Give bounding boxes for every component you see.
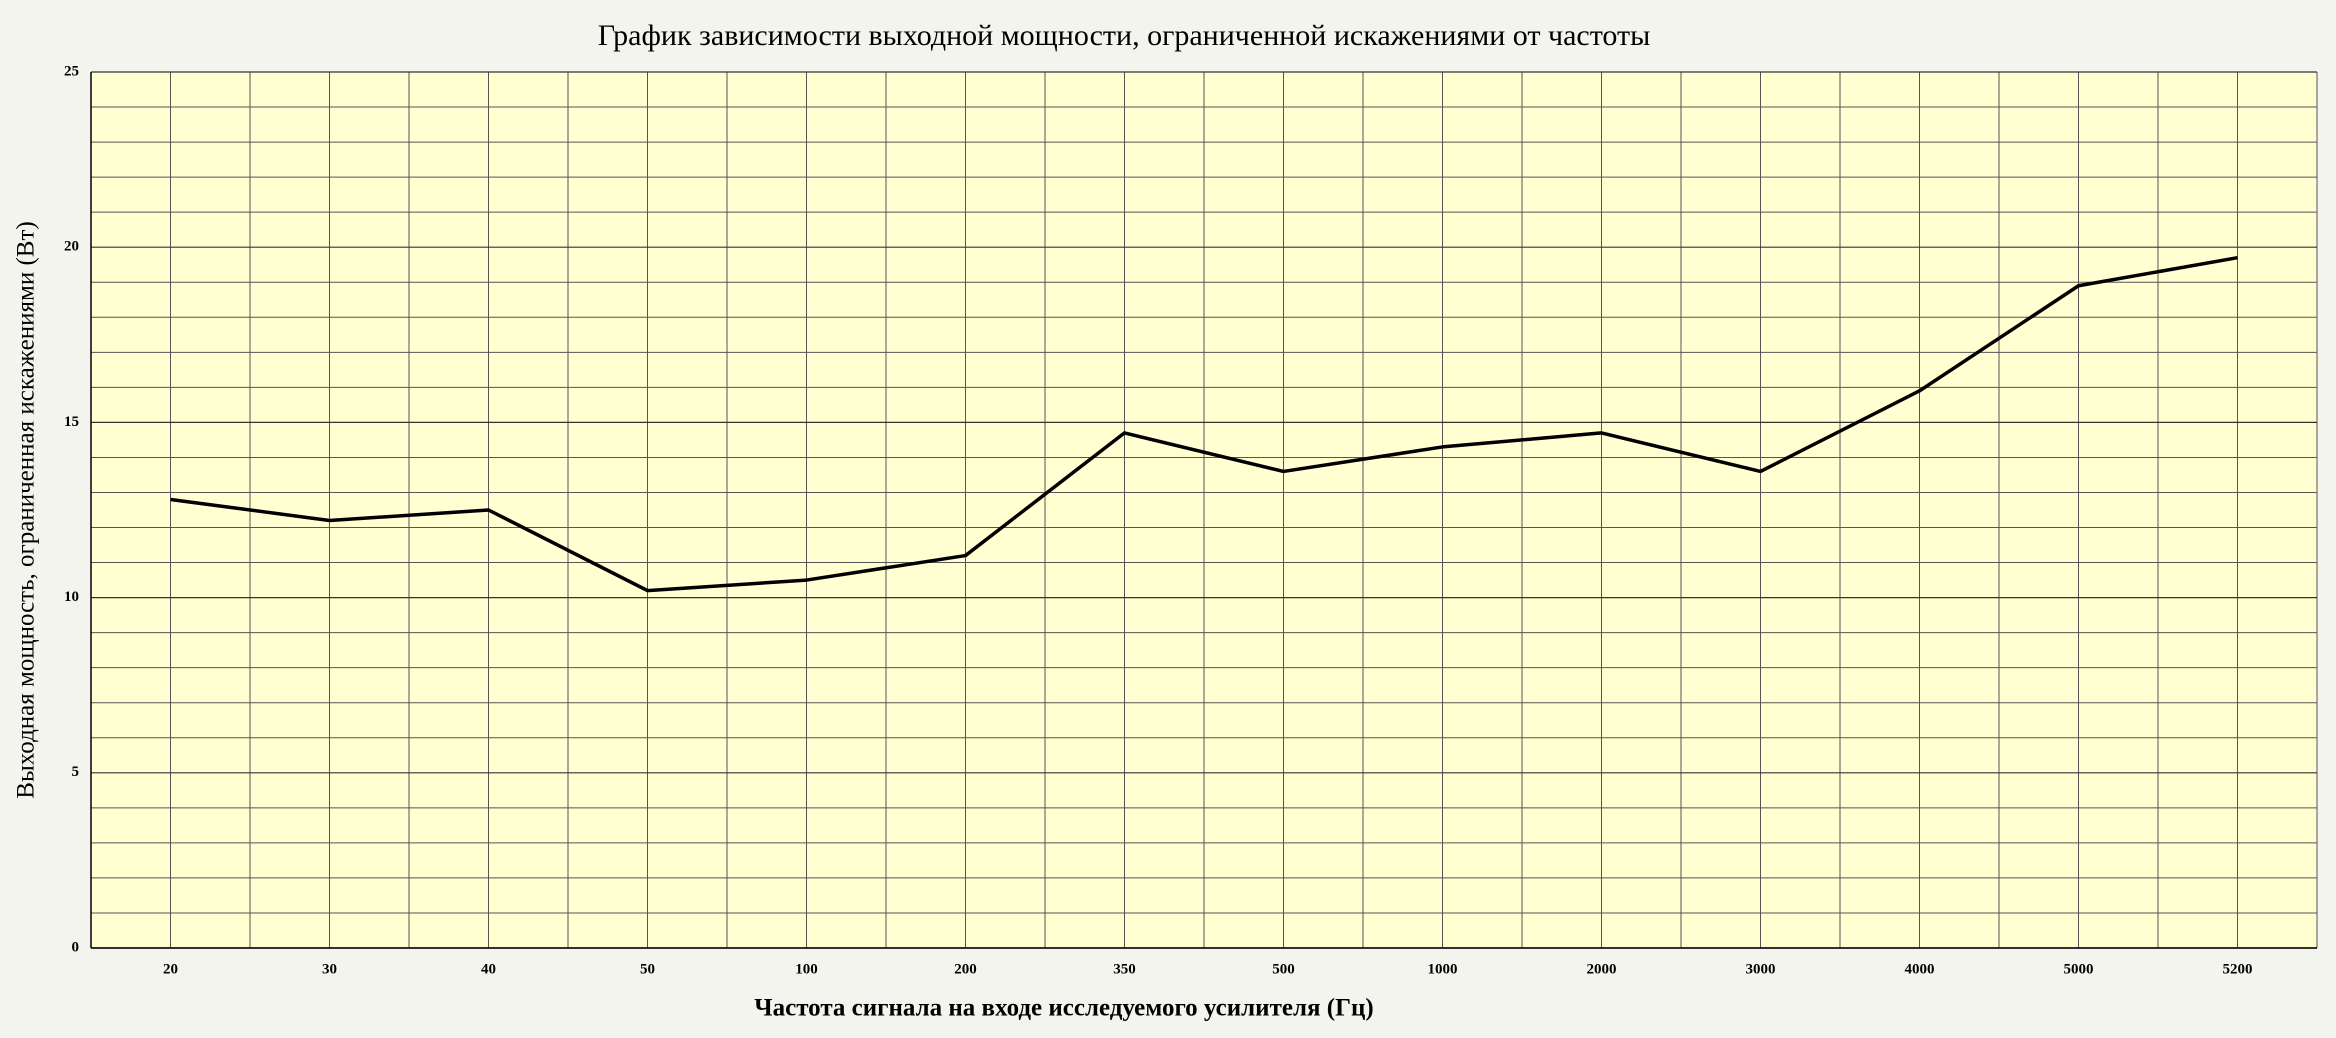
x-tick-label: 500 xyxy=(1272,961,1295,977)
data-line xyxy=(170,255,2238,593)
x-tick-label: 40 xyxy=(481,961,496,977)
x-tick-label: 5000 xyxy=(2064,961,2094,977)
y-tick-label: 5 xyxy=(72,764,80,780)
x-axis-label: Частота сигнала на входе исследуемого ус… xyxy=(754,995,1373,1022)
x-tick-label: 200 xyxy=(954,961,977,977)
y-tick-label: 0 xyxy=(72,939,80,955)
y-tick-label: 15 xyxy=(64,414,79,430)
y-tick-label: 25 xyxy=(64,63,79,79)
y-tick-label: 10 xyxy=(64,589,79,605)
x-tick-label: 20 xyxy=(163,961,178,977)
x-tick-label: 30 xyxy=(322,961,337,977)
x-tick-label: 2000 xyxy=(1587,961,1617,977)
x-tick-label: 100 xyxy=(795,961,818,977)
y-tick-label: 20 xyxy=(64,239,79,255)
x-tick-label: 350 xyxy=(1113,961,1136,977)
x-tick-label: 4000 xyxy=(1905,961,1935,977)
x-tick-label: 50 xyxy=(640,961,655,977)
y-axis-label: Выходная мощность, ограниченная искажени… xyxy=(13,221,40,798)
x-tick-label: 5200 xyxy=(2223,961,2253,977)
chart-title: График зависимости выходной мощности, ог… xyxy=(598,19,1651,52)
x-tick-label: 3000 xyxy=(1746,961,1776,977)
x-tick-label: 1000 xyxy=(1428,961,1458,977)
